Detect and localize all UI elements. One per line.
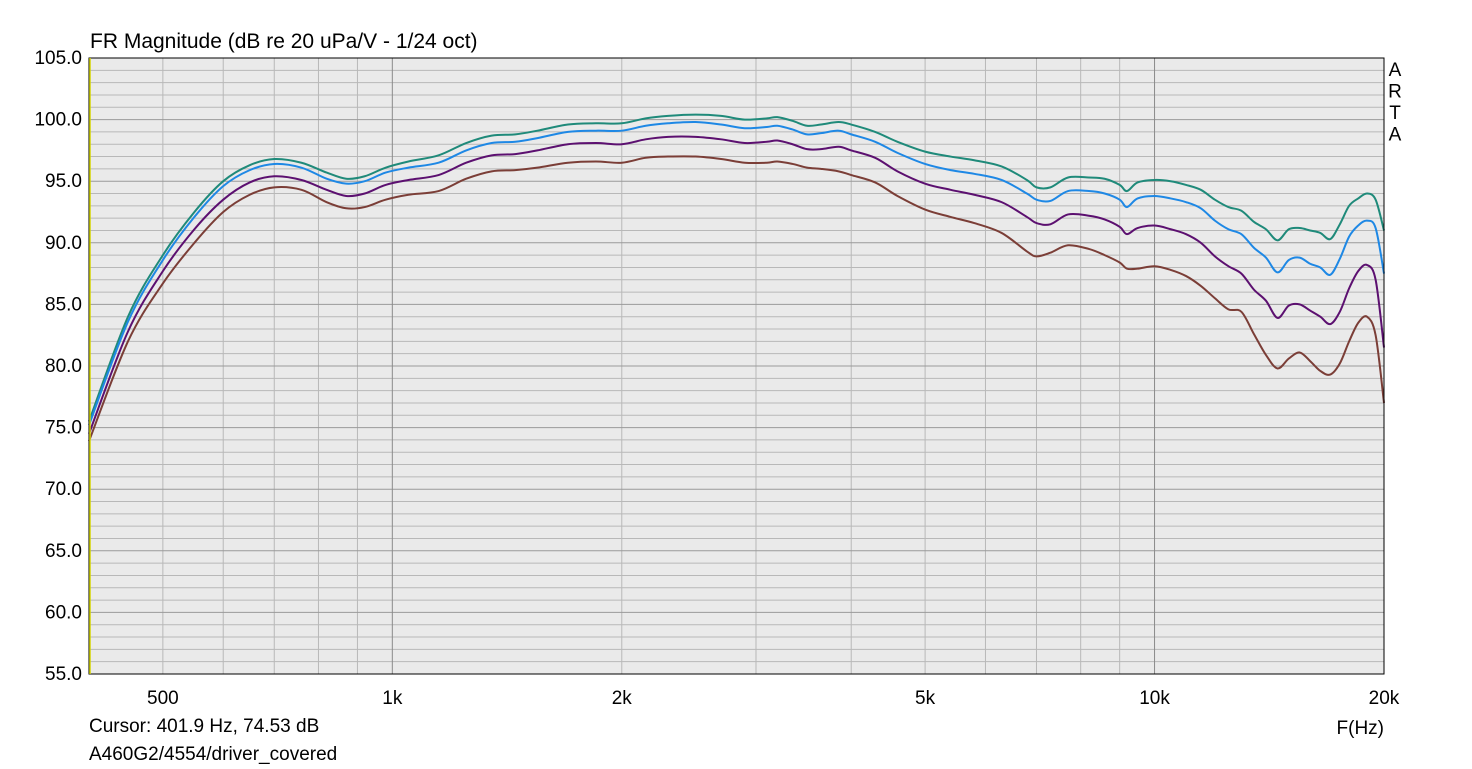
watermark-letter: T [1389,103,1401,124]
x-tick-label: 5k [915,688,936,709]
y-tick-label: 95.0 [45,171,82,192]
series-line-1 [88,113,1385,422]
x-tick-label: 500 [147,688,179,709]
series-line-3 [88,135,1385,435]
watermark-letter: A [1389,60,1402,81]
chart-title: FR Magnitude (dB re 20 uPa/V - 1/24 oct) [90,30,478,53]
x-tick-label: 1k [382,688,403,709]
series-layer [88,113,1385,442]
x-tick-label: 10k [1139,688,1170,709]
x-tick-label: 20k [1369,688,1400,709]
x-tick-label: 2k [612,688,633,709]
series-line-4 [88,155,1385,442]
y-tick-label: 70.0 [45,479,82,500]
y-tick-label: 85.0 [45,294,82,315]
plot-frame [88,57,1385,675]
y-tick-label: 105.0 [34,48,82,69]
cursor-readout: Cursor: 401.9 Hz, 74.53 dB [89,716,320,737]
series-line-2 [88,121,1385,426]
watermark-letter: R [1388,82,1402,103]
x-tick-labels: 500 1k 2k 5k 10k 20k [147,688,1400,709]
y-tick-label: 65.0 [45,541,82,562]
x-axis-label: F(Hz) [1337,718,1384,739]
watermark-letter: A [1389,125,1402,146]
y-tick-label: 75.0 [45,418,82,439]
y-tick-label: 60.0 [45,602,82,623]
y-tick-label: 80.0 [45,356,82,377]
y-tick-label: 90.0 [45,233,82,254]
y-tick-label: 100.0 [34,110,82,131]
y-tick-label: 55.0 [45,664,82,685]
y-tick-labels: 55.0 60.0 65.0 70.0 75.0 80.0 85.0 90.0 95.0 100.… [34,48,82,685]
file-label: A460G2/4554/driver_covered [89,744,338,765]
minor-grid [88,58,1385,674]
